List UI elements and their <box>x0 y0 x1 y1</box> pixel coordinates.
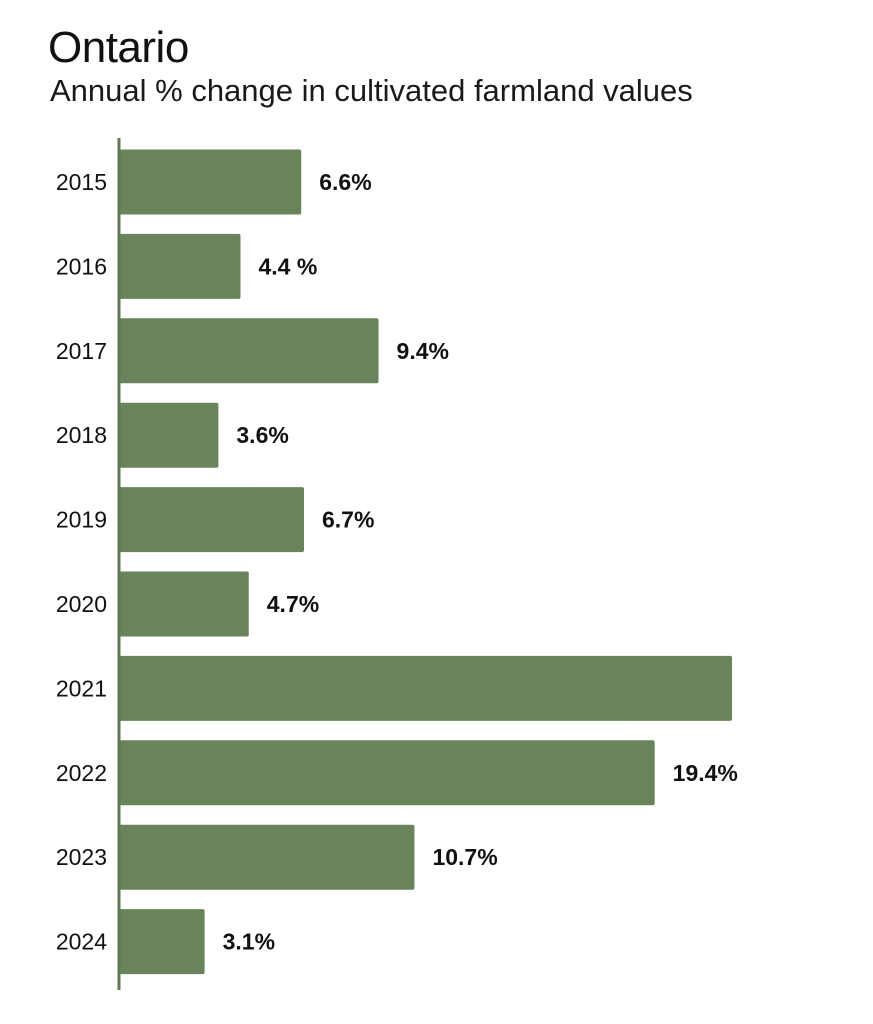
data-label-2019: 6.7% <box>322 507 374 533</box>
bar-2019 <box>119 487 305 553</box>
category-label-2022: 2022 <box>56 760 107 786</box>
data-label-2020: 4.7% <box>267 591 319 617</box>
bar-2024 <box>119 909 205 975</box>
category-label-2019: 2019 <box>56 507 107 533</box>
bar-2020 <box>119 571 249 637</box>
bars-layer <box>119 149 732 975</box>
bar-2021 <box>119 655 732 721</box>
category-label-2018: 2018 <box>56 422 107 448</box>
bar-2015 <box>119 149 302 215</box>
category-label-2016: 2016 <box>56 253 107 279</box>
category-label-2017: 2017 <box>56 338 107 364</box>
chart-title: Ontario <box>48 23 189 72</box>
bar-2018 <box>119 402 219 468</box>
data-label-2016: 4.4 % <box>258 253 317 279</box>
data-label-2015: 6.6% <box>319 169 371 195</box>
bar-2022 <box>119 740 655 806</box>
category-label-2021: 2021 <box>56 675 107 701</box>
data-label-2024: 3.1% <box>223 929 275 955</box>
chart-subtitle: Annual % change in cultivated farmland v… <box>50 73 693 108</box>
category-label-2020: 2020 <box>56 591 107 617</box>
labels-layer: 2015 6.6% 2016 4.4 % 2017 9.4% 2018 3.6% 2019 6.7… <box>56 169 738 955</box>
bar-2017 <box>119 318 379 384</box>
bar-2016 <box>119 233 241 299</box>
category-label-2015: 2015 <box>56 169 107 195</box>
data-label-2023: 10.7% <box>432 844 497 870</box>
bar-2023 <box>119 824 415 890</box>
data-label-2018: 3.6% <box>236 422 288 448</box>
data-label-2022: 19.4% <box>673 760 738 786</box>
data-label-2017: 9.4% <box>397 338 449 364</box>
category-label-2024: 2024 <box>56 929 107 955</box>
category-label-2023: 2023 <box>56 844 107 870</box>
